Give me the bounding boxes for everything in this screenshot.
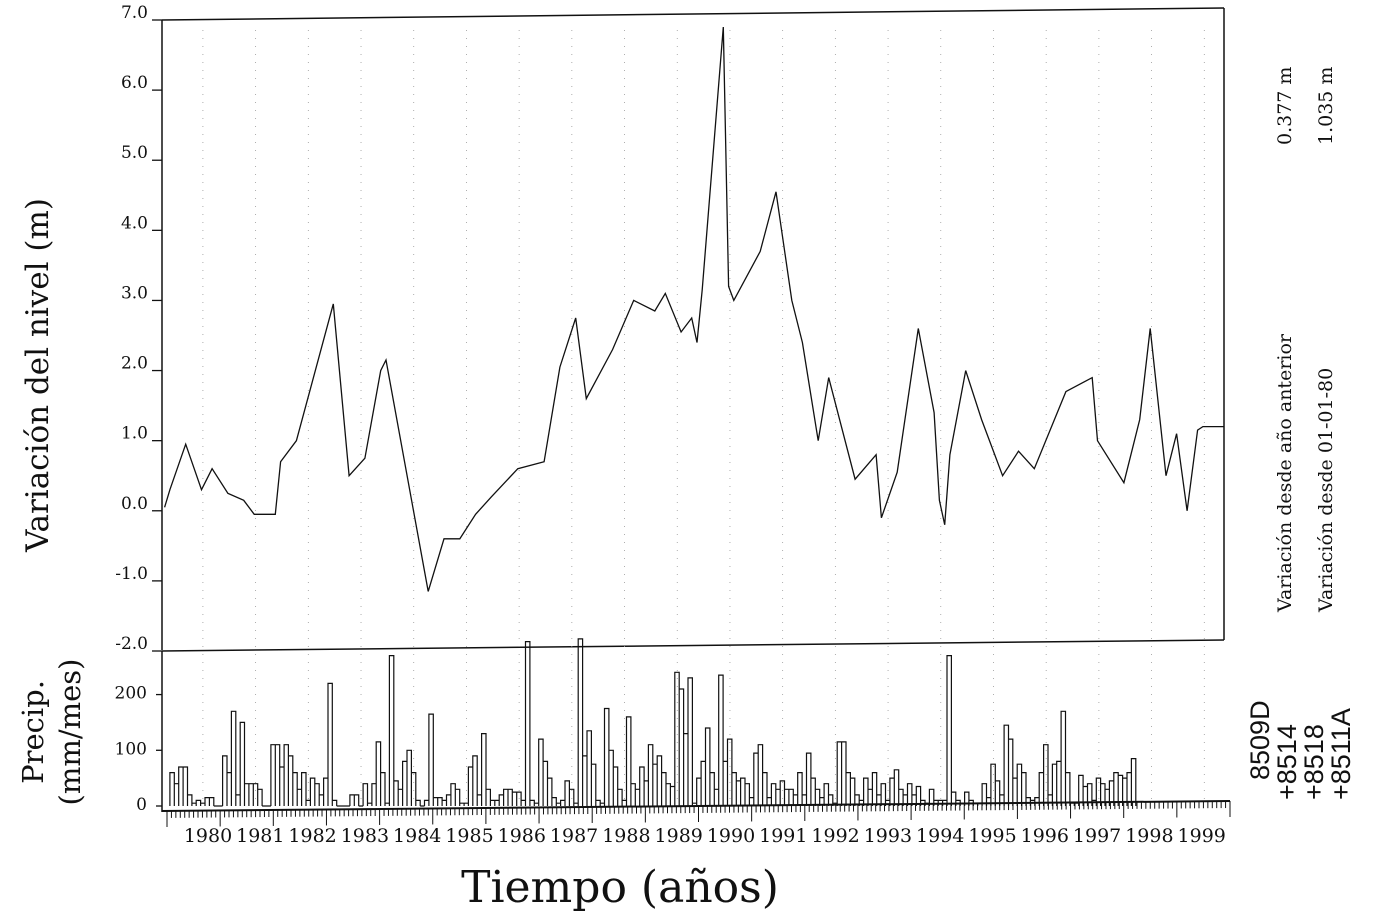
x-tick-label-1980: 1980 (184, 825, 232, 847)
precip-tick-label-1: 100 (115, 739, 147, 759)
x-axis-label: Tiempo (años) (461, 862, 779, 913)
x-tick-label-1992: 1992 (811, 825, 859, 847)
y-tick-label-1: 6.0 (121, 73, 148, 93)
precipitation-bars (169, 638, 1137, 807)
y-axis-label-precip-line2: (mm/mes) (53, 659, 87, 806)
precip-tick-label-2: 0 (136, 795, 147, 815)
x-tick-label-1987: 1987 (550, 825, 598, 847)
water-level-line (163, 26, 1224, 592)
legend-station-8509d: 8509D (1245, 700, 1275, 780)
upper-y-ticks: 7.0 6.0 5.0 4.0 3.0 2.0 1.0 0.0 -1.0 -2.0 (115, 3, 162, 654)
side-value-origen: 1.035 m (1315, 67, 1337, 145)
x-minor-ticks (166, 801, 1231, 827)
x-tick-label-1982: 1982 (288, 825, 336, 847)
lower-y-ticks: 200 100 0 (115, 684, 162, 815)
x-tick-label-1983: 1983 (341, 825, 389, 847)
x-tick-label-1998: 1998 (1125, 825, 1173, 847)
x-tick-label-1989: 1989 (655, 825, 703, 847)
y-tick-label-2: 5.0 (121, 143, 148, 163)
y-tick-label-3: 4.0 (121, 213, 148, 233)
side-value-anterior: 0.377 m (1274, 67, 1296, 145)
x-tick-label-1986: 1986 (498, 825, 546, 847)
x-tick-label-1999: 1999 (1178, 825, 1226, 847)
year-gridlines (202, 30, 1205, 800)
x-tick-label-1994: 1994 (916, 825, 964, 847)
x-tick-label-1990: 1990 (707, 825, 755, 847)
y-tick-label-6: 1.0 (121, 424, 148, 444)
x-tick-label-1988: 1988 (602, 825, 650, 847)
y-axis-label-level: Variación del nivel (m) (20, 198, 56, 553)
legend-station-8514: +8514 (1272, 724, 1302, 800)
x-tick-label-1981: 1981 (236, 825, 284, 847)
x-tick-label-1997: 1997 (1073, 825, 1121, 847)
legend-station-8511a: +8511A (1326, 708, 1356, 800)
x-tick-label-1995: 1995 (968, 825, 1016, 847)
precip-tick-label-0: 200 (115, 684, 147, 704)
x-tick-label-1996: 1996 (1021, 825, 1069, 847)
y-tick-label-4: 3.0 (121, 283, 148, 303)
side-label-origen: Variación desde 01-01-80 (1315, 368, 1337, 613)
y-tick-label-0: 7.0 (121, 3, 148, 23)
x-tick-label-1985: 1985 (445, 825, 493, 847)
x-tick-label-1984: 1984 (393, 825, 441, 847)
y-tick-label-9: -2.0 (115, 634, 148, 654)
x-tick-label-1991: 1991 (759, 825, 807, 847)
x-tick-labels: 1980 1981 1982 1983 1984 1985 1986 1987 1988 1989… (184, 825, 1226, 847)
y-tick-label-5: 2.0 (121, 354, 148, 374)
x-tick-label-1993: 1993 (864, 825, 912, 847)
y-tick-label-7: 0.0 (121, 494, 148, 514)
upper-plot-frame (161, 7, 1225, 652)
y-axis-label-precip-line1: Precip. (16, 680, 50, 784)
legend-station-8518: +8518 (1299, 724, 1329, 800)
y-tick-label-8: -1.0 (115, 564, 148, 584)
side-label-anterior: Variación desde año anterior (1274, 333, 1296, 613)
